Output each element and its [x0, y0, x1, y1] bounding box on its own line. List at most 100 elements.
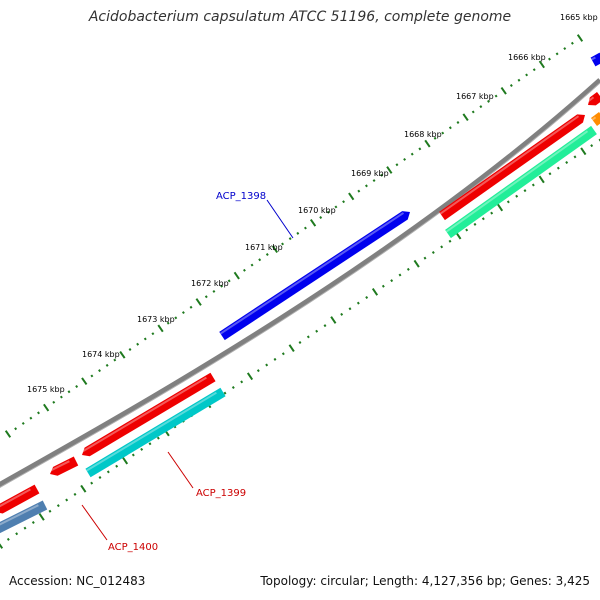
- ruler-label: 1672 kbp: [191, 279, 229, 288]
- minor-tick: [21, 421, 25, 425]
- gene-label-acp-1400[interactable]: ACP_1400: [108, 542, 158, 553]
- minor-tick: [23, 526, 27, 530]
- minor-tick: [59, 395, 63, 399]
- minor-tick: [565, 161, 569, 164]
- major-tick: [538, 175, 545, 184]
- minor-tick: [143, 337, 147, 341]
- minor-tick: [315, 329, 319, 333]
- ruler-labels: 1665 kbp 1666 kbp 1667 kbp 1668 kbp 1669 kbp…: [27, 13, 598, 394]
- minor-tick: [220, 284, 223, 288]
- minor-tick: [509, 84, 513, 87]
- minor-tick: [340, 312, 344, 316]
- major-tick: [38, 513, 45, 521]
- ruler-label: 1671 kbp: [245, 243, 283, 252]
- minor-tick: [357, 189, 361, 193]
- inner-tick-ring: [0, 138, 600, 549]
- minor-tick: [223, 391, 227, 395]
- gene-label-acp-1399[interactable]: ACP_1399: [196, 488, 246, 499]
- minor-tick: [323, 324, 327, 328]
- major-tick: [500, 86, 507, 95]
- major-tick: [424, 139, 431, 148]
- ruler-label: 1666 kbp: [508, 53, 546, 62]
- minor-tick: [380, 173, 384, 177]
- minor-tick: [342, 200, 346, 204]
- minor-tick: [156, 436, 160, 440]
- gene-red-upper[interactable]: [439, 114, 585, 221]
- minor-tick: [532, 68, 536, 72]
- label-line-acp-1400: [81, 504, 108, 541]
- minor-tick: [570, 41, 574, 45]
- ruler-label: 1669 kbp: [351, 169, 389, 178]
- major-tick: [119, 350, 126, 359]
- gene-acp-1398[interactable]: [219, 211, 410, 341]
- minor-tick: [29, 416, 33, 420]
- minor-tick: [431, 251, 435, 254]
- minor-tick: [398, 273, 402, 277]
- minor-tick: [273, 357, 277, 361]
- minor-tick: [240, 380, 244, 384]
- minor-tick: [105, 363, 109, 367]
- minor-tick: [212, 289, 216, 293]
- minor-tick: [48, 509, 52, 513]
- minor-tick: [115, 464, 119, 468]
- minor-tick: [423, 256, 427, 260]
- minor-tick: [471, 110, 475, 114]
- minor-tick: [306, 335, 310, 339]
- minor-tick: [440, 245, 444, 249]
- gene-red-topright[interactable]: [585, 92, 600, 106]
- major-tick: [462, 113, 469, 122]
- minor-tick: [381, 284, 385, 288]
- minor-tick: [319, 216, 323, 219]
- gene-blue-topright[interactable]: [590, 52, 600, 67]
- gene-red-left[interactable]: [0, 484, 40, 514]
- minor-tick: [548, 172, 552, 176]
- minor-tick: [242, 268, 246, 272]
- minor-tick: [131, 453, 135, 457]
- minor-tick: [390, 279, 394, 283]
- major-tick: [81, 377, 88, 386]
- minor-tick: [448, 239, 452, 243]
- accession-text: Accession: NC_012483: [9, 574, 146, 588]
- minor-tick: [334, 205, 338, 209]
- minor-tick: [303, 226, 307, 230]
- major-tick: [233, 271, 240, 280]
- minor-tick: [90, 374, 94, 378]
- minor-tick: [433, 136, 437, 140]
- label-line-acp-1398: [266, 199, 294, 239]
- gene-features[interactable]: [0, 52, 600, 535]
- minor-tick: [140, 447, 144, 451]
- minor-tick: [555, 52, 559, 56]
- minor-tick: [73, 492, 77, 496]
- minor-tick: [365, 184, 368, 188]
- minor-tick: [181, 311, 185, 315]
- major-tick: [386, 166, 393, 174]
- minor-tick: [166, 321, 170, 325]
- major-tick: [121, 456, 129, 465]
- gene-red-mid[interactable]: [80, 372, 216, 457]
- minor-tick: [590, 144, 594, 148]
- major-tick: [576, 34, 584, 42]
- minor-tick: [456, 121, 460, 124]
- minor-tick: [288, 237, 292, 241]
- minor-tick: [14, 427, 18, 431]
- gene-label-acp-1398[interactable]: ACP_1398: [216, 191, 266, 202]
- minor-tick: [515, 194, 519, 198]
- ruler-label: 1668 kbp: [404, 130, 442, 139]
- major-tick: [371, 288, 379, 296]
- gene-acp-1399[interactable]: [85, 387, 226, 478]
- genome-backbone-shadow: [0, 82, 600, 488]
- gene-acp-1400[interactable]: [0, 500, 48, 535]
- minor-tick: [136, 342, 140, 346]
- minor-tick: [151, 332, 155, 336]
- minor-tick: [90, 481, 94, 485]
- minor-tick: [174, 316, 178, 320]
- minor-tick: [265, 363, 269, 367]
- major-tick: [348, 192, 355, 201]
- minor-tick: [490, 211, 494, 215]
- minor-tick: [523, 189, 527, 193]
- gene-red-small[interactable]: [48, 456, 79, 476]
- minor-tick: [548, 57, 551, 61]
- gene-orange[interactable]: [591, 112, 600, 126]
- gene-seagreen[interactable]: [445, 125, 597, 239]
